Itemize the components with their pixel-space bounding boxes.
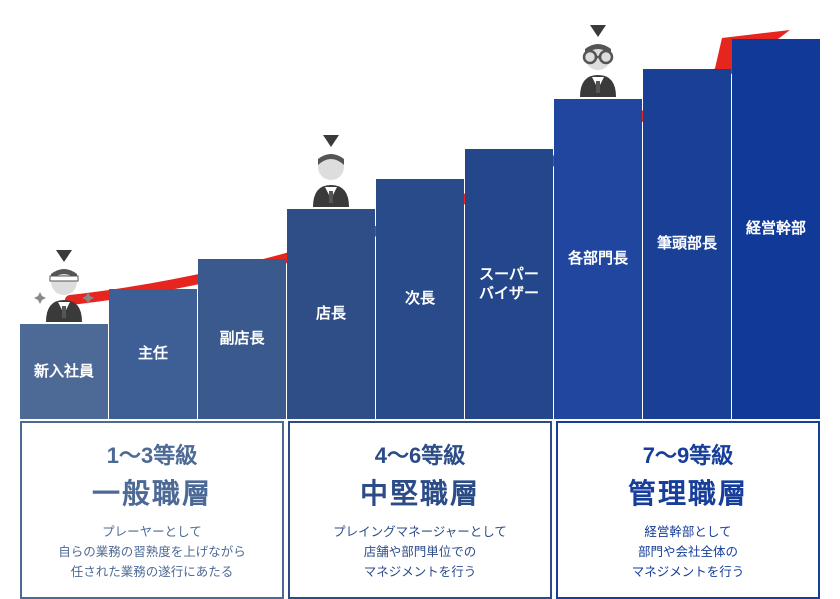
bar-step: 主任 <box>109 289 197 419</box>
tier-title: 管理職層 <box>628 472 748 512</box>
person-icon <box>34 262 94 322</box>
person-icon <box>568 37 628 97</box>
tier-description: プレイングマネージャーとして 店舗や部門単位での マネジメントを行う <box>333 522 507 582</box>
tier-card: 1〜3等級一般職層プレーヤーとして 自らの業務の習熟度を上げながら 任された業務… <box>20 421 284 599</box>
bar-label: 店長 <box>291 304 371 324</box>
tier-description: プレーヤーとして 自らの業務の習熟度を上げながら 任された業務の遂行にあたる <box>58 522 246 582</box>
tier-description: 経営幹部として 部門や会社全体の マネジメントを行う <box>632 522 745 582</box>
bar-label: 経営幹部 <box>736 219 816 239</box>
bar-label: 各部門長 <box>558 249 638 269</box>
speech-pointer-icon <box>56 250 72 262</box>
bar-step: 店長 <box>287 209 375 419</box>
speech-pointer-icon <box>590 25 606 37</box>
bar-label: スーパー バイザー <box>469 265 549 304</box>
bar-label: 新入社員 <box>24 362 104 382</box>
bar-step: 筆頭部長 <box>643 69 731 419</box>
tier-title: 一般職層 <box>92 472 212 512</box>
bar-label: 主任 <box>113 344 193 364</box>
tier-grade: 4〜6等級 <box>375 438 465 470</box>
tier-title: 中堅職層 <box>360 472 480 512</box>
bar-step: スーパー バイザー <box>465 149 553 419</box>
bar-label: 筆頭部長 <box>647 234 727 254</box>
bar-step: 経営幹部 <box>732 39 820 419</box>
tier-grade: 7〜9等級 <box>643 438 733 470</box>
tiers-container: 1〜3等級一般職層プレーヤーとして 自らの業務の習熟度を上げながら 任された業務… <box>20 421 820 599</box>
person-icon <box>301 147 361 207</box>
tier-card: 4〜6等級中堅職層プレイングマネージャーとして 店舗や部門単位での マネジメント… <box>288 421 552 599</box>
bar-label: 副店長 <box>202 329 282 349</box>
bar-label: 次長 <box>380 289 460 309</box>
bars-container: 新入社員主任副店長店長次長スーパー バイザー各部門長筆頭部長経営幹部 <box>20 19 820 419</box>
speech-pointer-icon <box>323 135 339 147</box>
tier-grade: 1〜3等級 <box>107 438 197 470</box>
career-ladder-chart: 新入社員主任副店長店長次長スーパー バイザー各部門長筆頭部長経営幹部 1〜3等級… <box>20 0 820 599</box>
bar-step: 副店長 <box>198 259 286 419</box>
bar-step: 次長 <box>376 179 464 419</box>
bar-step: 各部門長 <box>554 99 642 419</box>
bar-step: 新入社員 <box>20 324 108 419</box>
tier-card: 7〜9等級管理職層経営幹部として 部門や会社全体の マネジメントを行う <box>556 421 820 599</box>
